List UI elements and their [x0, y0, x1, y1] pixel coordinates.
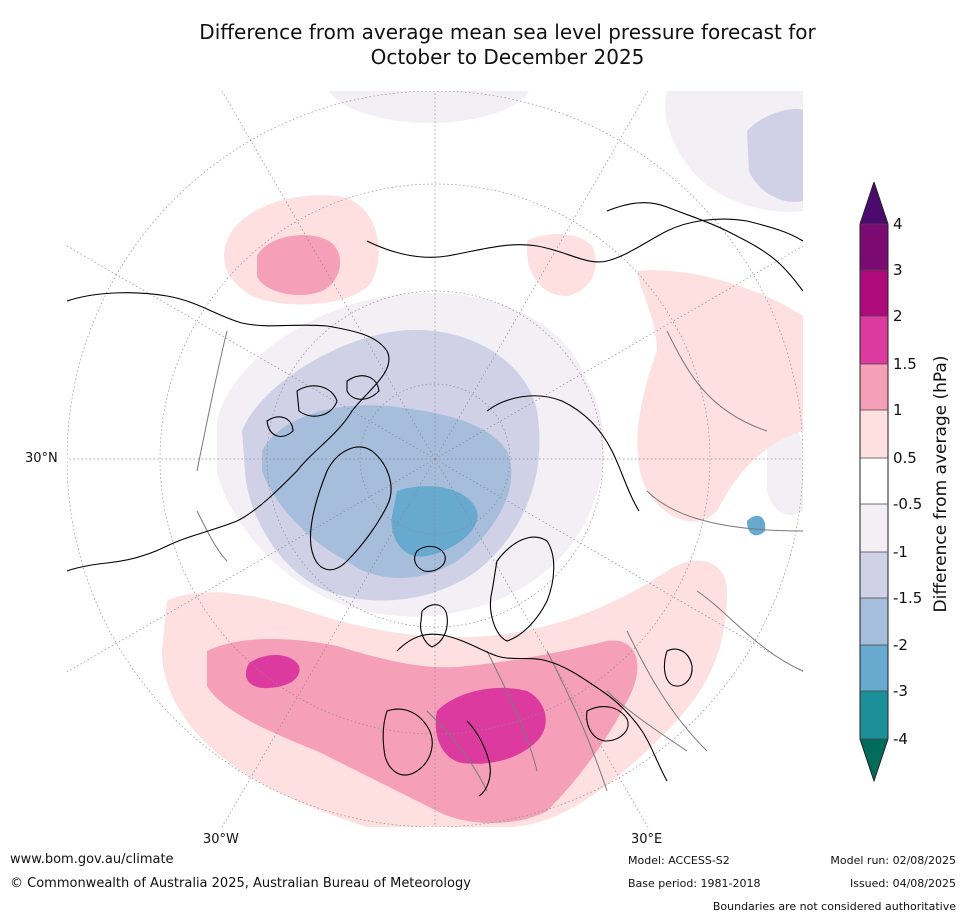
- title-line-2: October to December 2025: [370, 45, 645, 69]
- chart-title: Difference from average mean sea level p…: [100, 20, 915, 70]
- graticule-meridian: [434, 458, 649, 827]
- graticule-circle: [159, 183, 711, 735]
- colorbar-label: -0.5: [893, 495, 923, 513]
- coastline-eurasia: [366, 218, 803, 263]
- colorbar-label: -4: [893, 730, 908, 748]
- colorbar-label: 2: [893, 307, 903, 325]
- colorbar-title: Difference from average (hPa): [931, 355, 951, 613]
- colorbar-band-neg-2-to-neg-3: [860, 645, 888, 691]
- footer-model: Model: ACCESS-S2: [628, 854, 730, 867]
- graticule-meridian: [434, 458, 803, 673]
- band-neg-2-3-siberia: [747, 515, 766, 536]
- title-line-1: Difference from average mean sea level p…: [199, 20, 816, 44]
- colorbar-band-0p5-to-1: [860, 410, 888, 458]
- footer-copyright: © Commonwealth of Australia 2025, Austra…: [10, 876, 471, 891]
- map-panel: [67, 91, 803, 827]
- border-line: [606, 690, 688, 752]
- coastline-siberia: [486, 395, 640, 512]
- negative-anomaly-fields: [217, 91, 803, 617]
- band-neg-0p5-1-siberia: [767, 426, 803, 515]
- band-pos-0p5-1-far-east: [526, 234, 596, 296]
- border-line: [646, 490, 803, 532]
- border-line: [546, 650, 608, 792]
- graticule-circle: [359, 383, 511, 535]
- border-line: [196, 330, 228, 472]
- colorbar-label: -3: [893, 682, 908, 700]
- country-borders: [196, 330, 803, 792]
- graticule-meridian: [67, 245, 436, 460]
- colorbar-label: 4: [893, 215, 903, 233]
- colorbar-label: 1: [893, 401, 903, 419]
- coastline-iberia-italy: [382, 708, 491, 797]
- band-neg-2-3-polar: [391, 486, 478, 557]
- colorbar-label: 0.5: [893, 449, 917, 467]
- colorbar-band-neg-0p5-to-neg-1: [860, 504, 888, 552]
- colorbar-label: -1: [893, 543, 908, 561]
- coastline-greenland: [309, 446, 392, 571]
- colorbar-band-neg-3-to-neg-4: [860, 691, 888, 739]
- border-line: [196, 510, 228, 562]
- colorbar-band-1-to-1p5: [860, 364, 888, 410]
- colorbar-separators: [860, 223, 888, 740]
- band-pos-1-1p5-n-pacific: [257, 235, 341, 296]
- footer-issued: Issued: 04/08/2025: [849, 877, 956, 890]
- coastline-iceland: [414, 545, 446, 572]
- colorbar-band-neg-1p5-to-neg-2: [860, 598, 888, 645]
- graticule-meridian: [221, 458, 436, 827]
- band-pos-1p5-2-mediterranean: [435, 687, 546, 764]
- anomaly-map: [67, 91, 803, 827]
- colorbar: [859, 182, 889, 782]
- lon-label-30e: 30°E: [631, 832, 663, 847]
- coastline-black-caspian: [586, 648, 693, 742]
- coastlines: [67, 202, 803, 797]
- colorbar-label: -2: [893, 636, 908, 654]
- graticule-meridian: [434, 245, 803, 460]
- border-line: [426, 710, 488, 792]
- colorbar-band-neutral: [860, 458, 888, 504]
- graticule-meridian: [67, 458, 436, 673]
- graticule-meridian: [434, 91, 649, 460]
- footer-model-run: Model run: 02/08/2025: [830, 854, 956, 867]
- coastline-canadian-arctic-islands: [266, 375, 380, 437]
- colorbar-label: 1.5: [893, 355, 917, 373]
- colorbar-band-neg-1-to-neg-1p5: [860, 552, 888, 598]
- footer-disclaimer: Boundaries are not considered authoritat…: [712, 900, 956, 913]
- band-neg-1-1p5-ne-asia: [747, 108, 803, 202]
- border-line: [666, 330, 768, 432]
- graticule: [67, 91, 803, 827]
- colorbar-label: -1.5: [893, 589, 923, 607]
- coastline-europe: [396, 633, 668, 782]
- colorbar-band-1p5-to-2: [860, 316, 888, 364]
- graticule-meridian: [221, 91, 436, 460]
- footer-base-period: Base period: 1981-2018: [628, 877, 761, 890]
- colorbar-extend-below: [860, 739, 888, 781]
- border-line: [486, 650, 538, 772]
- band-pos-1-1p5-atlantic: [207, 639, 638, 823]
- band-pos-1p5-2-atlantic: [245, 655, 300, 689]
- coastline-scandinavia: [489, 536, 555, 642]
- footer-url[interactable]: www.bom.gov.au/climate: [10, 852, 174, 867]
- coastline-british-isles: [420, 604, 448, 648]
- border-line: [696, 590, 803, 672]
- colorbar-extend-above: [860, 182, 888, 224]
- coastline-east-asia: [606, 202, 803, 292]
- border-line: [626, 630, 708, 752]
- colorbar-label: 3: [893, 261, 903, 279]
- band-pos-0p5-1-central-asia: [637, 270, 803, 522]
- colorbar-band-3-to-4: [860, 224, 888, 270]
- lat-label-30n: 30°N: [25, 451, 58, 466]
- colorbar-band-2-to-3: [860, 270, 888, 316]
- lon-label-30w: 30°W: [203, 832, 239, 847]
- positive-anomaly-fields: [162, 195, 803, 827]
- band-neg-0p5-1-pacific: [329, 91, 529, 124]
